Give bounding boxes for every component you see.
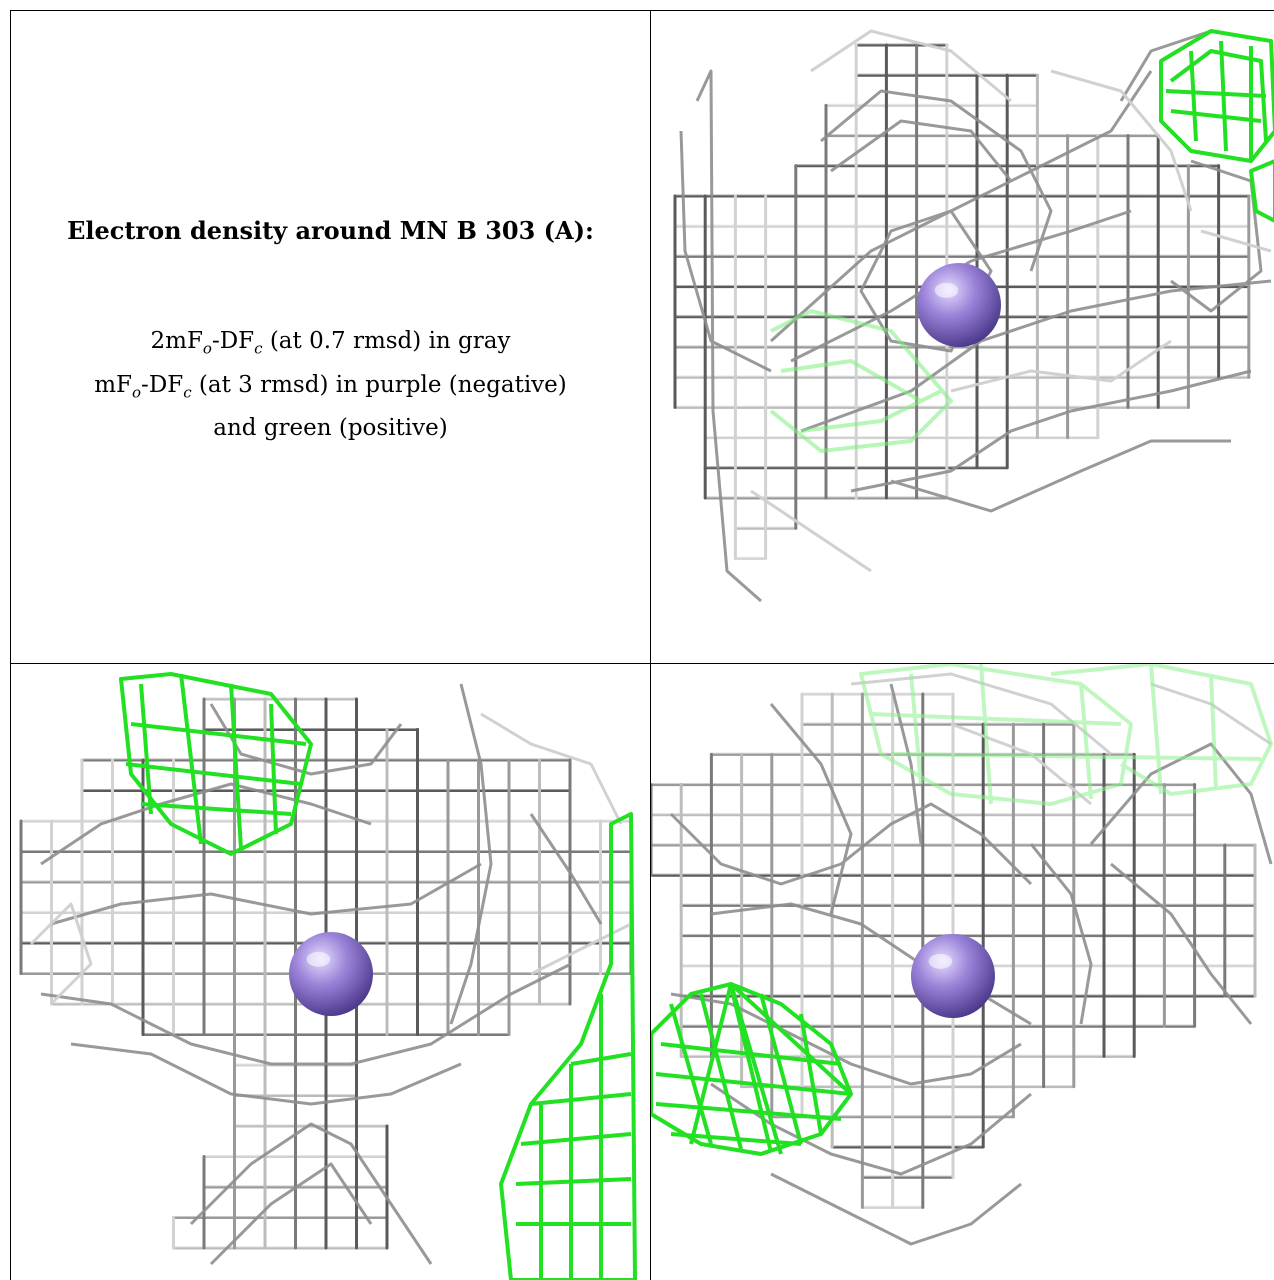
- legend-gray-line: 2mFo-DFc (at 0.7 rmsd) in gray: [150, 328, 511, 358]
- density-view-1: [651, 11, 1274, 664]
- density-view-2: [11, 664, 651, 1280]
- density-mesh-2: [19, 672, 637, 1280]
- figure-table: Electron density around MN B 303 (A): 2m…: [10, 10, 1274, 1280]
- gray-contour-lines: [679, 29, 1272, 603]
- mn-atom-sphere: [289, 932, 373, 1016]
- green-difference-mesh: [119, 672, 637, 1280]
- mn-atom-sphere: [911, 934, 995, 1018]
- green-difference-mesh-faint: [859, 664, 1273, 806]
- green-difference-mesh: [651, 982, 853, 1156]
- legend-green-line: and green (positive): [213, 415, 448, 442]
- mn-atom-sphere: [917, 263, 1001, 347]
- gray-contour-lines-light: [750, 29, 1272, 573]
- caption-cell: Electron density around MN B 303 (A): 2m…: [11, 11, 651, 664]
- caption-title: Electron density around MN B 303 (A):: [67, 216, 594, 245]
- caption: Electron density around MN B 303 (A): 2m…: [11, 11, 650, 663]
- green-difference-mesh: [1159, 29, 1274, 223]
- caption-legend: 2mFo-DFc (at 0.7 rmsd) in gray mFo-DFc (…: [11, 323, 650, 446]
- density-mesh-3: [651, 664, 1273, 1246]
- green-difference-mesh-faint: [769, 309, 953, 453]
- gray-contour-lines-light: [29, 712, 632, 1006]
- density-view-3: [651, 664, 1274, 1280]
- density-mesh-1: [673, 29, 1274, 603]
- legend-diff-line: mFo-DFc (at 3 rmsd) in purple (negative): [94, 371, 567, 402]
